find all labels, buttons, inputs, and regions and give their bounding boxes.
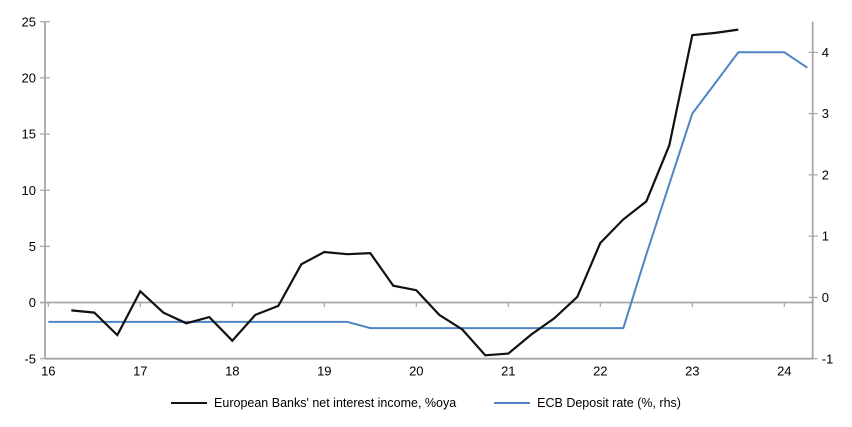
- right-axis-tick-label: 0: [822, 290, 829, 305]
- right-axis-tick-label: 4: [822, 45, 829, 60]
- x-axis-tick-label: 19: [317, 364, 331, 379]
- legend-label-ecb-deposit-rate: ECB Deposit rate (%, rhs): [537, 396, 681, 410]
- x-axis-tick-label: 22: [593, 364, 607, 379]
- left-axis-tick-label: 25: [22, 14, 36, 29]
- legend-item-net-interest-income: European Banks' net interest income, %oy…: [171, 396, 456, 410]
- right-axis-tick-label: -1: [822, 351, 834, 366]
- right-axis-tick-label: 3: [822, 106, 829, 121]
- left-axis-tick-label: 15: [22, 127, 36, 142]
- x-axis-tick-label: 17: [133, 364, 147, 379]
- legend-item-ecb-deposit-rate: ECB Deposit rate (%, rhs): [494, 396, 681, 410]
- black-line-swatch-icon: [171, 402, 208, 404]
- chart-legend: European Banks' net interest income, %oy…: [0, 396, 852, 410]
- x-axis-tick-label: 24: [777, 364, 791, 379]
- x-axis-tick-label: 18: [225, 364, 239, 379]
- legend-label-net-interest-income: European Banks' net interest income, %oy…: [214, 396, 457, 410]
- right-axis-tick-label: 2: [822, 167, 829, 182]
- left-axis-tick-label: -5: [24, 351, 36, 366]
- series-line-net-interest-income: [71, 28, 739, 357]
- x-axis-tick-label: 20: [409, 364, 423, 379]
- left-axis-tick-label: 20: [22, 70, 36, 85]
- right-axis-tick-label: 1: [822, 229, 829, 244]
- left-axis-tick-label: 10: [22, 183, 36, 198]
- x-axis-tick-label: 21: [501, 364, 515, 379]
- blue-line-swatch-icon: [494, 402, 531, 404]
- x-axis-tick-label: 16: [41, 364, 55, 379]
- x-axis-tick-label: 23: [685, 364, 699, 379]
- left-axis-tick-label: 5: [29, 239, 36, 254]
- series-line-ecb-deposit-rate: [48, 51, 808, 330]
- left-axis-tick-label: 0: [29, 295, 36, 310]
